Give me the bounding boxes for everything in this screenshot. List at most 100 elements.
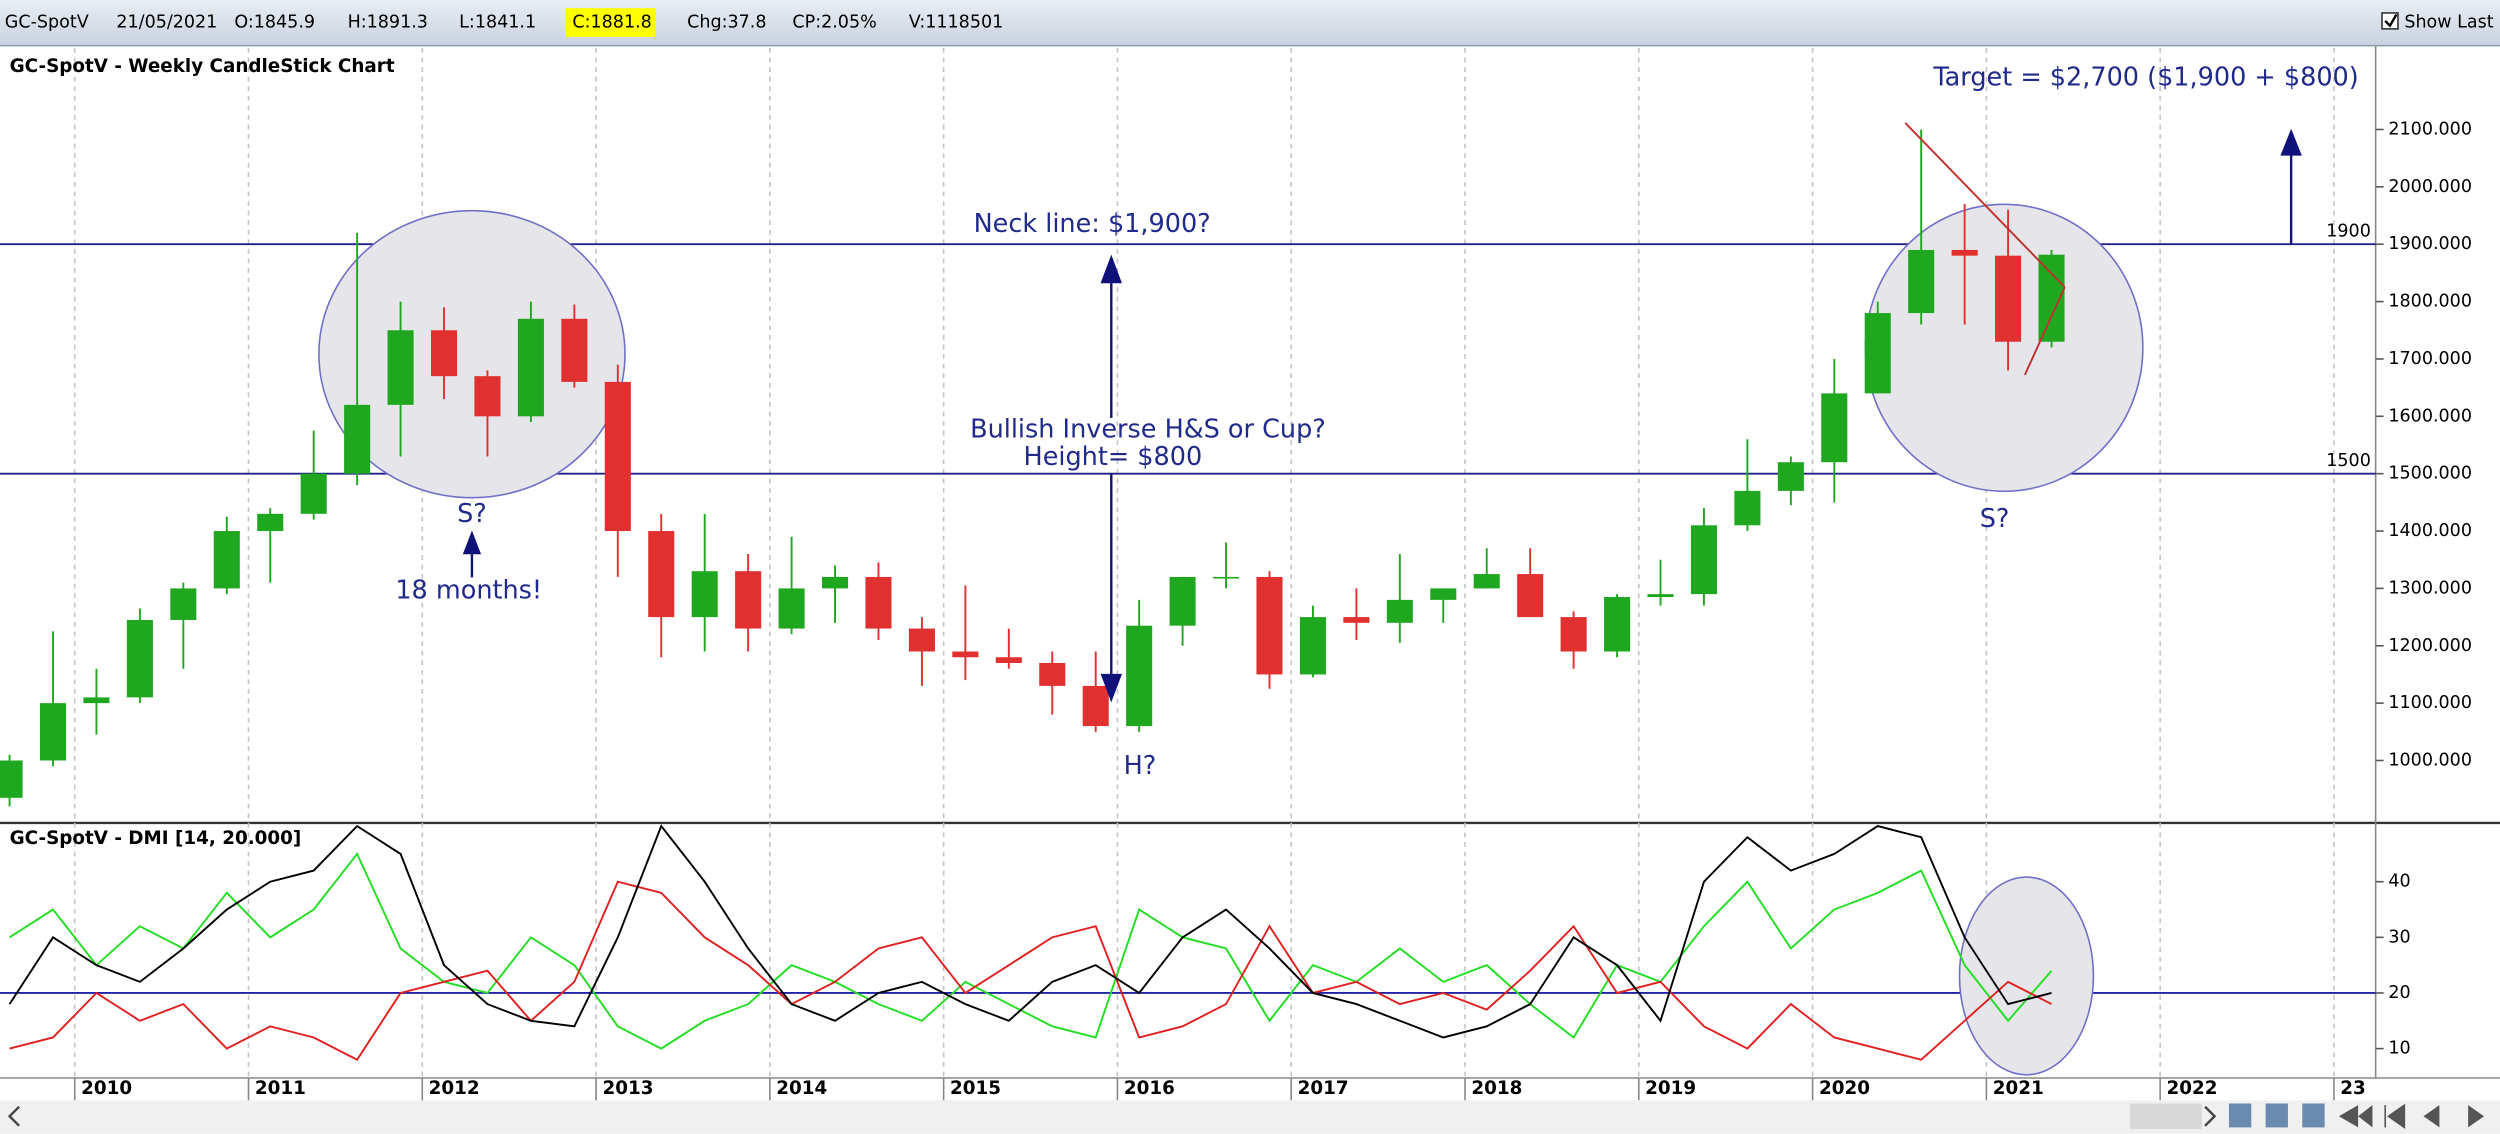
- candle-body: [1734, 490, 1761, 526]
- show-last[interactable]: Show Last: [2404, 13, 2493, 33]
- annotation: H?: [1124, 751, 1157, 781]
- x-tick-label: 2011: [255, 1078, 306, 1099]
- y-tick-label: 1400.000: [2388, 521, 2472, 541]
- volume: V:1118501: [909, 13, 1003, 33]
- y-tick-label: 1700.000: [2388, 349, 2472, 369]
- low: L:1841.1: [459, 13, 536, 33]
- candle-body: [1951, 249, 1978, 256]
- indicator-line: [8, 824, 2052, 1039]
- toolbar-button[interactable]: [2228, 1103, 2252, 1128]
- reference-label: 1500: [2326, 451, 2371, 471]
- candle-body: [300, 473, 327, 514]
- y-tick-label: 1000.000: [2388, 750, 2472, 770]
- arrow-head: [1100, 254, 1123, 284]
- x-tick-label: 2015: [950, 1078, 1001, 1099]
- candle-body: [865, 576, 892, 629]
- symbol: GC-SpotV: [5, 13, 89, 33]
- candle-body: [1082, 685, 1109, 727]
- x-tick-label: 2018: [1471, 1078, 1522, 1099]
- x-tick-label: 2012: [429, 1078, 480, 1099]
- candle-body: [952, 651, 979, 658]
- candle-body: [1126, 625, 1153, 727]
- change: Chg:37.8: [687, 13, 766, 33]
- candle-body: [1299, 617, 1326, 675]
- scroll-thumb[interactable]: [2130, 1103, 2202, 1130]
- high: H:1891.3: [348, 13, 428, 33]
- candle-body: [387, 330, 414, 405]
- x-tick-label: 2022: [2167, 1078, 2218, 1099]
- candle-body: [1430, 588, 1457, 600]
- candle-body: [778, 588, 805, 629]
- change-pct: CP:2.05%: [792, 13, 876, 33]
- annotation: S?: [1980, 504, 2010, 534]
- candle-body: [995, 657, 1022, 663]
- y-tick-label: 1200.000: [2388, 636, 2472, 656]
- indicator-line: [9, 880, 2052, 1061]
- candle-body: [170, 588, 197, 620]
- y-tick-label: 20: [2388, 983, 2410, 1003]
- annotation: Target = $2,700 ($1,900 + $800): [1932, 62, 2358, 92]
- candle-body: [908, 628, 935, 652]
- date: 21/05/2021: [116, 13, 217, 33]
- candle-body: [1908, 249, 1935, 314]
- candle-body: [257, 513, 284, 532]
- candle-body: [1473, 574, 1500, 589]
- candle-body: [474, 376, 501, 417]
- y-tick-label: 1600.000: [2388, 406, 2472, 426]
- header-bar: [0, 0, 2500, 45]
- candle-body: [1864, 313, 1891, 394]
- candle-body: [0, 760, 23, 798]
- candle-body: [561, 318, 588, 382]
- nav-button[interactable]: [2423, 1105, 2440, 1128]
- toolbar-button[interactable]: [2265, 1103, 2288, 1128]
- check-mark: [2384, 13, 2398, 28]
- candle-body: [430, 330, 458, 377]
- nav-button[interactable]: [2384, 1103, 2406, 1129]
- scroll-right[interactable]: [2204, 1105, 2217, 1127]
- candle-body: [1690, 525, 1717, 595]
- candle-body: [735, 571, 762, 629]
- pattern-ellipse: [318, 209, 626, 499]
- trend-line: [1904, 122, 2066, 288]
- nav-button[interactable]: [2338, 1105, 2373, 1128]
- y-tick-label: 40: [2388, 872, 2410, 892]
- candle-body: [1039, 662, 1066, 686]
- y-tick-label: 10: [2388, 1039, 2410, 1059]
- candle-body: [1213, 576, 1240, 579]
- candle-body: [822, 576, 849, 589]
- candle-body: [1647, 594, 1674, 598]
- y-tick-label: 30: [2388, 927, 2410, 947]
- candle-body: [1604, 597, 1631, 652]
- candle-body: [39, 703, 67, 761]
- candle-body: [1821, 393, 1848, 463]
- nav-button[interactable]: [2468, 1105, 2485, 1128]
- candle-body: [691, 571, 718, 618]
- scrollbar[interactable]: [0, 1100, 2500, 1134]
- candle-body: [1343, 617, 1370, 623]
- reference-label: 1900: [2326, 221, 2371, 241]
- candle-body: [1995, 255, 2022, 342]
- x-tick-label: 2013: [602, 1078, 653, 1099]
- x-tick-label: 2010: [81, 1078, 132, 1099]
- x-tick-label: 2020: [1819, 1078, 1870, 1099]
- candle-body: [517, 318, 544, 417]
- dmi-ellipse: [1958, 876, 2095, 1076]
- y-tick-label: 1100.000: [2388, 693, 2472, 713]
- y-tick-label: 1300.000: [2388, 578, 2472, 598]
- candle-body: [344, 404, 371, 474]
- open: O:1845.9: [234, 13, 315, 33]
- candle-body: [1517, 574, 1544, 618]
- x-tick-label: 2019: [1645, 1078, 1696, 1099]
- candle-body: [213, 531, 240, 589]
- candle-body: [648, 531, 675, 618]
- annotation: Height= $800: [1024, 442, 1203, 472]
- arrow-head: [1100, 673, 1123, 703]
- annotation: Neck line: $1,900?: [974, 209, 1211, 239]
- annotation: S?: [457, 499, 487, 529]
- trend-line: [2024, 286, 2066, 376]
- toolbar-button[interactable]: [2302, 1103, 2325, 1128]
- scroll-left[interactable]: [7, 1105, 20, 1127]
- annotation: Bullish Inverse H&S or Cup?: [970, 415, 1326, 445]
